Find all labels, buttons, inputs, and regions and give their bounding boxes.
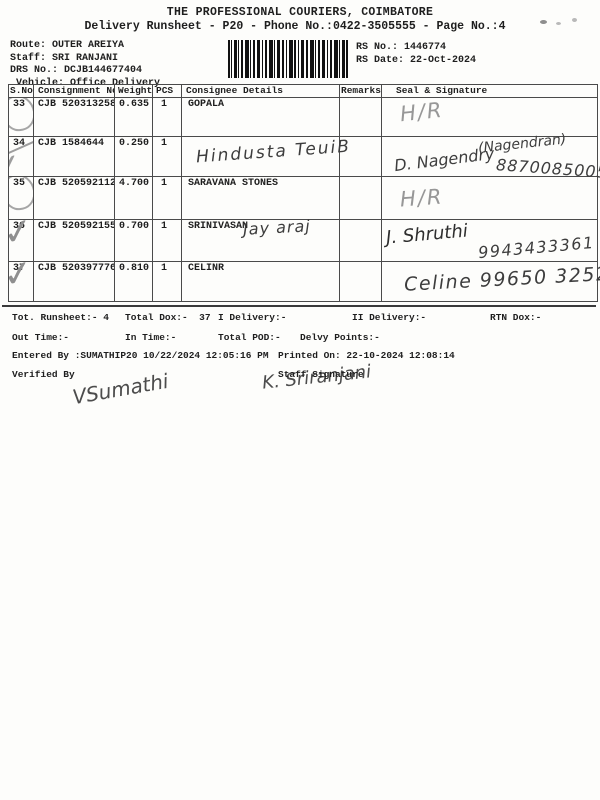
table-row: 36 CJB 520592155 0.700 1 SRINIVASAN	[8, 219, 598, 262]
delvy-points: Delvy Points:-	[300, 332, 380, 343]
staff-label: Staff:	[10, 52, 47, 64]
col-header-consignee: Consignee Details	[181, 84, 340, 98]
col-header-weight: Weight	[114, 84, 153, 98]
tot-runsheet-value: 4	[103, 312, 109, 323]
cell-weight: 0.250	[114, 136, 153, 177]
cell-seal	[381, 97, 598, 137]
col-header-seal: Seal & Signature	[381, 84, 598, 98]
document-subtitle: Delivery Runsheet - P20 - Phone No.:0422…	[84, 20, 506, 33]
document-title: THE PROFESSIONAL COURIERS, COIMBATORE	[166, 6, 434, 19]
cell-consignee: GOPALA	[181, 97, 340, 137]
cell-consignment: CJB 520592112	[33, 176, 115, 220]
scan-smudge	[540, 20, 547, 24]
consignment-table: S.No Consignment No Weight PCS Consignee…	[8, 84, 598, 302]
cell-pcs: 1	[152, 219, 182, 262]
drs-label: DRS No.:	[10, 65, 59, 76]
total-dox-label: Total Dox:-	[125, 312, 188, 323]
table-header-row: S.No Consignment No Weight PCS Consignee…	[8, 84, 598, 98]
cell-pcs: 1	[152, 261, 182, 302]
cell-sno: 34	[8, 136, 34, 177]
rs-date-value: 22-Oct-2024	[410, 55, 477, 66]
rs-date-line: RS Date: 22-Oct-2024	[356, 54, 476, 67]
cell-consignment: CJB 520397776	[33, 261, 115, 302]
cell-weight: 0.635	[114, 97, 153, 137]
cell-seal	[381, 176, 598, 220]
cell-pcs: 1	[152, 97, 182, 137]
cell-consignee: SRINIVASAN	[181, 219, 340, 262]
table-row: 35 CJB 520592112 4.700 1 SARAVANA STONES	[8, 176, 598, 220]
total-pod: Total POD:-	[218, 332, 281, 343]
route-value: OUTER AREIYA	[52, 40, 125, 51]
staff-value: SRI RANJANI	[52, 52, 119, 64]
col-header-remarks: Remarks	[339, 84, 382, 98]
cell-consignment: CJB 520313258	[33, 97, 115, 137]
rs-no-label: RS No.:	[356, 42, 399, 53]
cell-remarks	[339, 219, 382, 262]
cell-sno: 37	[8, 261, 34, 302]
col-header-consignment: Consignment No	[33, 84, 115, 98]
handwritten-verified-signature: VSumathi	[70, 368, 171, 410]
tot-runsheet: Tot. Runsheet:- 4	[12, 312, 109, 323]
col-header-sno: S.No	[8, 84, 34, 98]
rs-no-value: 1446774	[404, 42, 447, 53]
vehicle-value: Office Delivery	[70, 77, 161, 89]
rtn-dox: RTN Dox:-	[490, 312, 542, 323]
cell-seal	[381, 261, 598, 302]
cell-consignee: CELINR	[181, 261, 340, 302]
cell-consignee: SARAVANA STONES	[181, 176, 340, 220]
route-label: Route:	[10, 40, 47, 51]
table-row: 37 CJB 520397776 0.810 1 CELINR	[8, 261, 598, 302]
table-row: 34 CJB 1584644 0.250 1	[8, 136, 598, 177]
cell-pcs: 1	[152, 176, 182, 220]
vehicle-label: Vehicle:	[16, 77, 65, 89]
totals-divider-line	[2, 305, 596, 307]
cell-remarks	[339, 136, 382, 177]
cell-weight: 0.810	[114, 261, 153, 302]
route-line: Route: OUTER AREIYA	[10, 40, 160, 53]
cell-sno: 36	[8, 219, 34, 262]
staff-signature-label: Staff Signature	[278, 369, 364, 380]
verified-by-label: Verified By	[12, 369, 75, 380]
col-header-pcs: PCS	[152, 84, 182, 98]
in-time: In Time:-	[125, 332, 177, 343]
total-dox: Total Dox:- 37	[125, 312, 211, 323]
vehicle-line: Vehicle: Office Delivery	[10, 78, 160, 91]
route-info-block: Route: OUTER AREIYA Staff: SRI RANJANI D…	[10, 40, 160, 90]
entered-by-line: Entered By :SUMATHIP20 10/22/2024 12:05:…	[12, 350, 269, 361]
table-row: 33 CJB 520313258 0.635 1 GOPALA	[8, 97, 598, 137]
i-delivery: I Delivery:-	[218, 312, 287, 323]
cell-pcs: 1	[152, 136, 182, 177]
rs-date-label: RS Date:	[356, 55, 405, 66]
drs-value: DCJB144677404	[64, 65, 143, 76]
cell-seal	[381, 219, 598, 262]
tot-runsheet-label: Tot. Runsheet:-	[12, 312, 98, 323]
cell-consignee	[181, 136, 340, 177]
total-dox-value: 37	[199, 312, 211, 323]
ii-delivery: II Delivery:-	[352, 312, 427, 323]
cell-sno: 33	[8, 97, 34, 137]
cell-sno: 35	[8, 176, 34, 220]
scan-smudge	[556, 22, 561, 25]
cell-weight: 4.700	[114, 176, 153, 220]
cell-seal	[381, 136, 598, 177]
cell-remarks	[339, 97, 382, 137]
out-time: Out Time:-	[12, 332, 70, 343]
rs-info-block: RS No.: 1446774 RS Date: 22-Oct-2024	[356, 41, 476, 67]
drs-line: DRS No.: DCJB144677404	[10, 65, 160, 78]
cell-consignment: CJB 520592155	[33, 219, 115, 262]
barcode-image	[228, 40, 348, 78]
scan-smudge	[572, 18, 577, 22]
cell-consignment: CJB 1584644	[33, 136, 115, 177]
cell-weight: 0.700	[114, 219, 153, 262]
cell-remarks	[339, 176, 382, 220]
printed-on-line: Printed On: 22-10-2024 12:08:14	[278, 350, 455, 361]
cell-remarks	[339, 261, 382, 302]
rs-no-line: RS No.: 1446774	[356, 41, 476, 54]
staff-line: Staff: SRI RANJANI	[10, 53, 160, 66]
